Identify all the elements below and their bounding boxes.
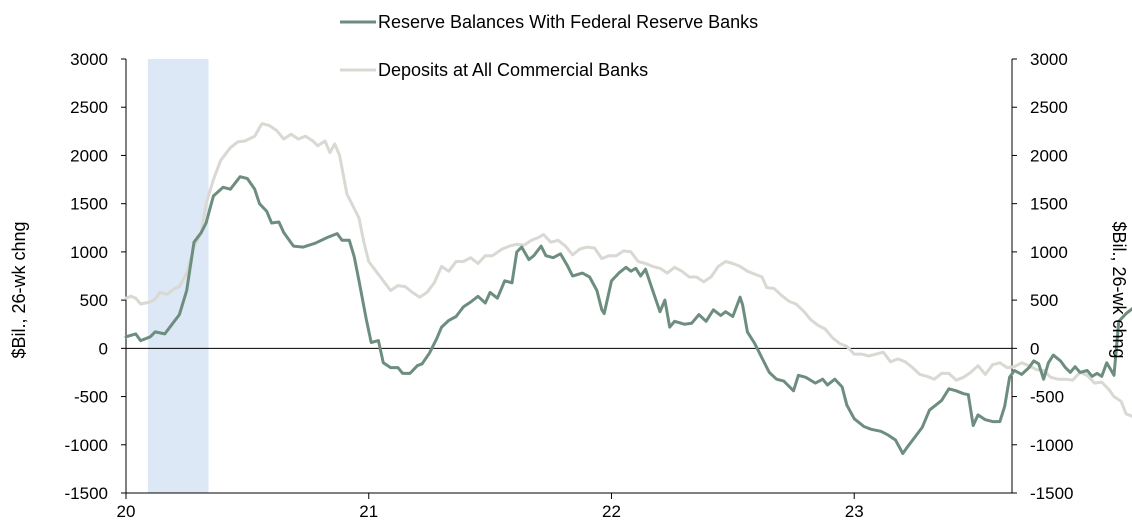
left-axis-title: $Bil., 26-wk chng bbox=[9, 221, 29, 358]
x-tick-label: 20 bbox=[117, 502, 136, 521]
y-tick-label-left: 1000 bbox=[70, 243, 108, 262]
y-tick-label-right: 2000 bbox=[1030, 146, 1068, 165]
y-tick-label-left: 2500 bbox=[70, 98, 108, 117]
y-tick-label-right: 3000 bbox=[1030, 50, 1068, 69]
x-tick-label: 22 bbox=[602, 502, 621, 521]
right-axis-title: $Bil., 26-wk chng bbox=[1109, 221, 1129, 358]
reserve-balances-line bbox=[124, 175, 1132, 455]
y-tick-label-left: 0 bbox=[99, 339, 108, 358]
recession-shading bbox=[147, 59, 209, 493]
y-tick-label-left: 2000 bbox=[70, 146, 108, 165]
y-tick-label-left: -1000 bbox=[65, 436, 108, 455]
recession-shading-layer bbox=[147, 59, 209, 493]
y-tick-label-right: -1000 bbox=[1030, 436, 1073, 455]
y-tick-label-right: 1500 bbox=[1030, 195, 1068, 214]
x-tick-label: 23 bbox=[845, 502, 864, 521]
y-tick-label-left: -500 bbox=[74, 388, 108, 407]
y-tick-label-right: -1500 bbox=[1030, 484, 1073, 503]
y-tick-label-left: 1500 bbox=[70, 195, 108, 214]
y-tick-label-right: 500 bbox=[1030, 291, 1058, 310]
y-tick-label-right: 0 bbox=[1030, 339, 1039, 358]
legend-label-reserve-balances: Reserve Balances With Federal Reserve Ba… bbox=[378, 12, 758, 32]
y-tick-label-left: 3000 bbox=[70, 50, 108, 69]
legend-label-deposits: Deposits at All Commercial Banks bbox=[378, 60, 648, 80]
axes-layer bbox=[125, 59, 1013, 494]
legend-item-reserve-balances: Reserve Balances With Federal Reserve Ba… bbox=[340, 12, 758, 32]
series-layer bbox=[124, 122, 1132, 455]
y-tick-label-right: -500 bbox=[1030, 388, 1064, 407]
y-tick-label-left: 500 bbox=[80, 291, 108, 310]
deposits-line bbox=[124, 122, 1132, 418]
y-tick-label-right: 1000 bbox=[1030, 243, 1068, 262]
y-tick-label-left: -1500 bbox=[65, 484, 108, 503]
x-tick-label: 21 bbox=[359, 502, 378, 521]
y-tick-label-right: 2500 bbox=[1030, 98, 1068, 117]
legend-item-deposits: Deposits at All Commercial Banks bbox=[340, 60, 648, 80]
legend: Reserve Balances With Federal Reserve Ba… bbox=[340, 12, 758, 80]
